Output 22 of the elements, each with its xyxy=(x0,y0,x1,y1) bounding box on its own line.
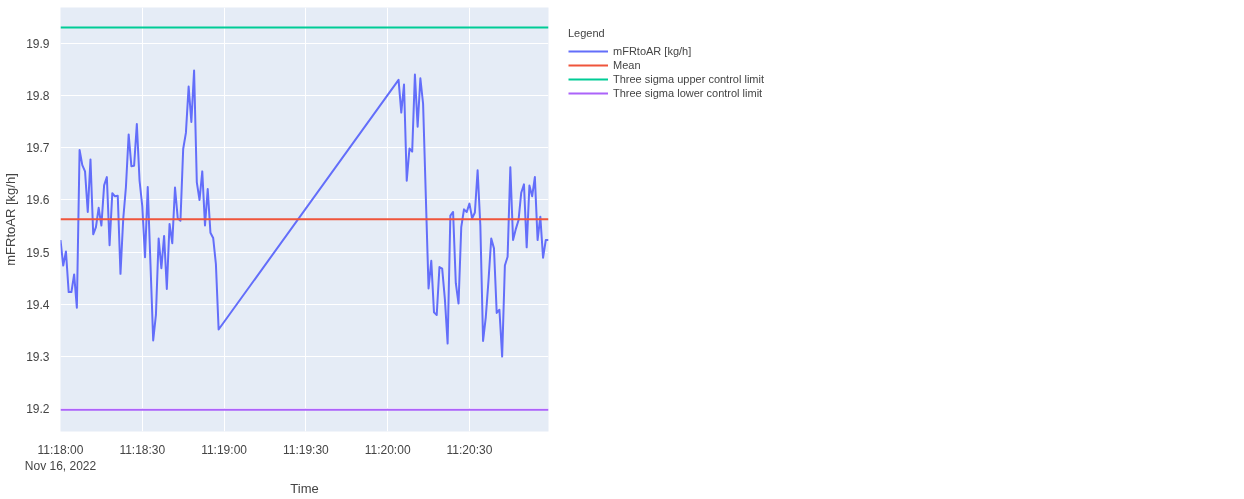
y-tick-label: 19.2 xyxy=(26,401,50,416)
y-axis-title: mFRtoAR [kg/h] xyxy=(3,173,19,266)
x-axis-title: Time xyxy=(290,481,319,497)
legend-label: Mean xyxy=(613,58,641,72)
legend-label: Three sigma lower control limit xyxy=(613,86,763,100)
y-tick-label: 19.5 xyxy=(26,245,50,260)
x-tick-label: 11:18:00 Nov 16, 2022 xyxy=(24,442,97,474)
y-tick-label: 19.4 xyxy=(26,297,50,312)
legend-title: Legend xyxy=(568,27,606,39)
y-tick-label: 19.6 xyxy=(26,193,50,208)
x-tick-label: 11:18:30 xyxy=(119,442,166,457)
y-tick-label: 19.3 xyxy=(26,349,50,364)
line-series xyxy=(60,69,549,358)
x-tick-label: 11:19:30 xyxy=(282,442,330,457)
x-tick-label: 11:20:00 xyxy=(364,442,411,457)
legend-label: Three sigma upper control limit xyxy=(613,72,765,86)
x-tick-label: 11:20:30 xyxy=(446,442,493,457)
y-tick-label: 19.8 xyxy=(26,89,50,104)
legend-label: mFRtoAR [kg/h] xyxy=(613,44,692,58)
x-tick-label: 11:19:00 xyxy=(201,442,248,457)
y-tick-label: 19.7 xyxy=(26,141,50,156)
y-tick-label: 19.9 xyxy=(26,37,50,52)
